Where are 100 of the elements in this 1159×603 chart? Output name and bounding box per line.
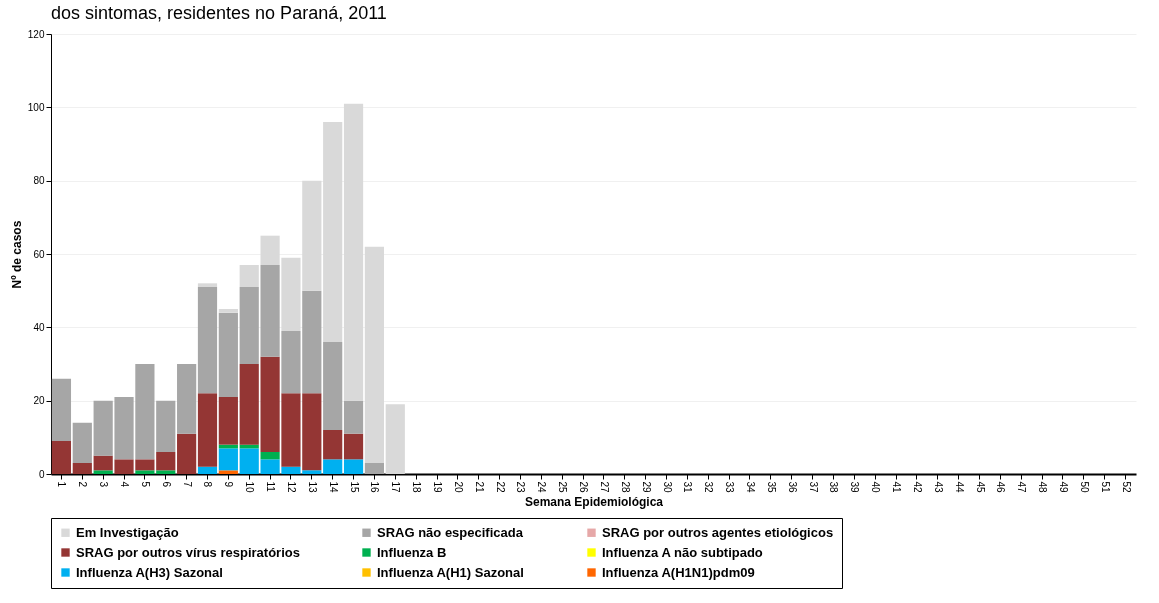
x-tick-label: 5 [139,481,151,488]
x-tick-label: 40 [870,481,882,494]
legend-label: Influenza A(H3) Sazonal [76,564,223,580]
bar [323,459,343,474]
x-tick-label: 47 [1016,481,1028,494]
bar [323,122,343,342]
bar [218,470,238,474]
y-tick-label: 120 [27,28,45,40]
x-tick-label: 26 [578,481,590,494]
x-tick-label: 14 [327,481,339,494]
x-tick-label: 17 [390,481,402,494]
bar [51,378,72,441]
bar [156,400,176,452]
legend-label: SRAG por outros vírus respiratórios [76,544,300,560]
y-tick-label: 20 [33,395,45,407]
y-tick-label: 80 [33,175,45,187]
bar [343,103,364,401]
bar [177,433,197,474]
bar [385,404,405,474]
y-axis-title: Nº de casos [9,220,24,289]
bar [197,283,218,287]
bar [364,246,385,463]
bar [197,287,218,394]
x-tick-label: 24 [536,481,548,494]
x-axis-title: Semana Epidemiológica [524,494,664,509]
bar [156,470,176,474]
x-tick-label: 39 [849,481,861,494]
x-tick-label: 2 [77,481,89,488]
chart-title: dos sintomas, residentes no Paraná, 2011 [51,3,387,23]
x-tick-label: 29 [640,481,652,494]
y-tick-label: 60 [33,248,45,260]
bar [135,470,155,474]
bar [218,312,238,397]
bar [51,441,72,474]
bar [218,448,238,471]
x-tick-label: 10 [244,481,256,494]
x-tick-label: 35 [765,481,777,494]
x-tick-label: 30 [661,481,673,494]
x-tick-label: 50 [1078,481,1090,494]
bar [343,433,364,460]
x-tick-label: 4 [119,481,131,488]
bar [156,452,176,471]
x-tick-label: 51 [1099,481,1111,494]
x-tick-label: 25 [557,481,569,494]
x-tick-label: 49 [1057,481,1069,494]
bar [260,452,280,460]
bar [323,430,343,460]
bar [93,470,113,474]
x-tick-label: 36 [786,481,798,494]
x-tick-label: 42 [911,481,923,494]
bar [72,422,92,463]
x-tick-label: 15 [348,481,360,494]
y-tick-label: 40 [33,321,45,333]
legend-label: Influenza B [377,544,447,560]
x-tick-label: 27 [598,481,610,494]
x-tick-label: 48 [1037,481,1049,494]
legend-label: Em Investigação [76,524,179,540]
x-tick-label: 44 [953,481,965,494]
bar [197,393,218,467]
x-tick-label: 46 [995,481,1007,494]
x-tick-label: 37 [807,481,819,494]
bar [72,463,92,474]
x-tick-label: 12 [285,481,297,494]
x-tick-label: 32 [703,481,715,494]
x-tick-label: 41 [891,481,903,494]
x-tick-label: 19 [432,481,444,494]
bar [177,364,197,434]
x-tick-label: 11 [265,481,277,493]
x-tick-label: 33 [724,481,736,494]
legend-label: Influenza A não subtipado [602,544,763,560]
bar [343,400,364,434]
x-tick-label: 34 [744,481,756,494]
x-tick-label: 43 [932,481,944,494]
legend-label: SRAG por outros agentes etiológicos [602,524,834,540]
bar [218,397,238,445]
x-tick-label: 1 [56,481,68,488]
y-tick-label: 0 [38,468,45,480]
x-tick-label: 3 [98,481,110,488]
legend-label: Influenza A(H1N1)pdm09 [602,564,755,580]
x-tick-label: 38 [828,481,840,494]
x-tick-label: 21 [473,481,485,494]
bar [218,309,238,313]
x-tick-label: 7 [181,481,193,488]
x-tick-label: 9 [223,481,235,488]
bar [323,342,343,430]
x-tick-label: 23 [515,481,527,494]
legend-label: SRAG não especificada [377,524,524,540]
x-tick-label: 20 [452,481,464,494]
x-tick-label: 6 [160,481,172,488]
y-tick-label: 100 [27,101,45,113]
bar [343,459,364,474]
legend-label: Influenza A(H1) Sazonal [377,564,524,580]
x-tick-label: 28 [619,481,631,494]
bar [197,466,218,474]
x-tick-label: 22 [494,481,506,494]
x-tick-label: 45 [974,481,986,494]
x-tick-label: 31 [682,481,694,494]
x-tick-label: 13 [306,481,318,494]
x-tick-label: 16 [369,481,381,494]
bar [239,265,259,287]
